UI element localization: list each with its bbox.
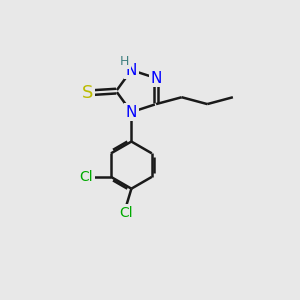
Text: N: N (150, 70, 162, 86)
Text: S: S (82, 84, 93, 102)
Text: N: N (126, 63, 137, 78)
Text: H: H (120, 55, 130, 68)
Text: N: N (126, 105, 137, 120)
Text: Cl: Cl (119, 206, 133, 220)
Text: Cl: Cl (80, 170, 93, 184)
